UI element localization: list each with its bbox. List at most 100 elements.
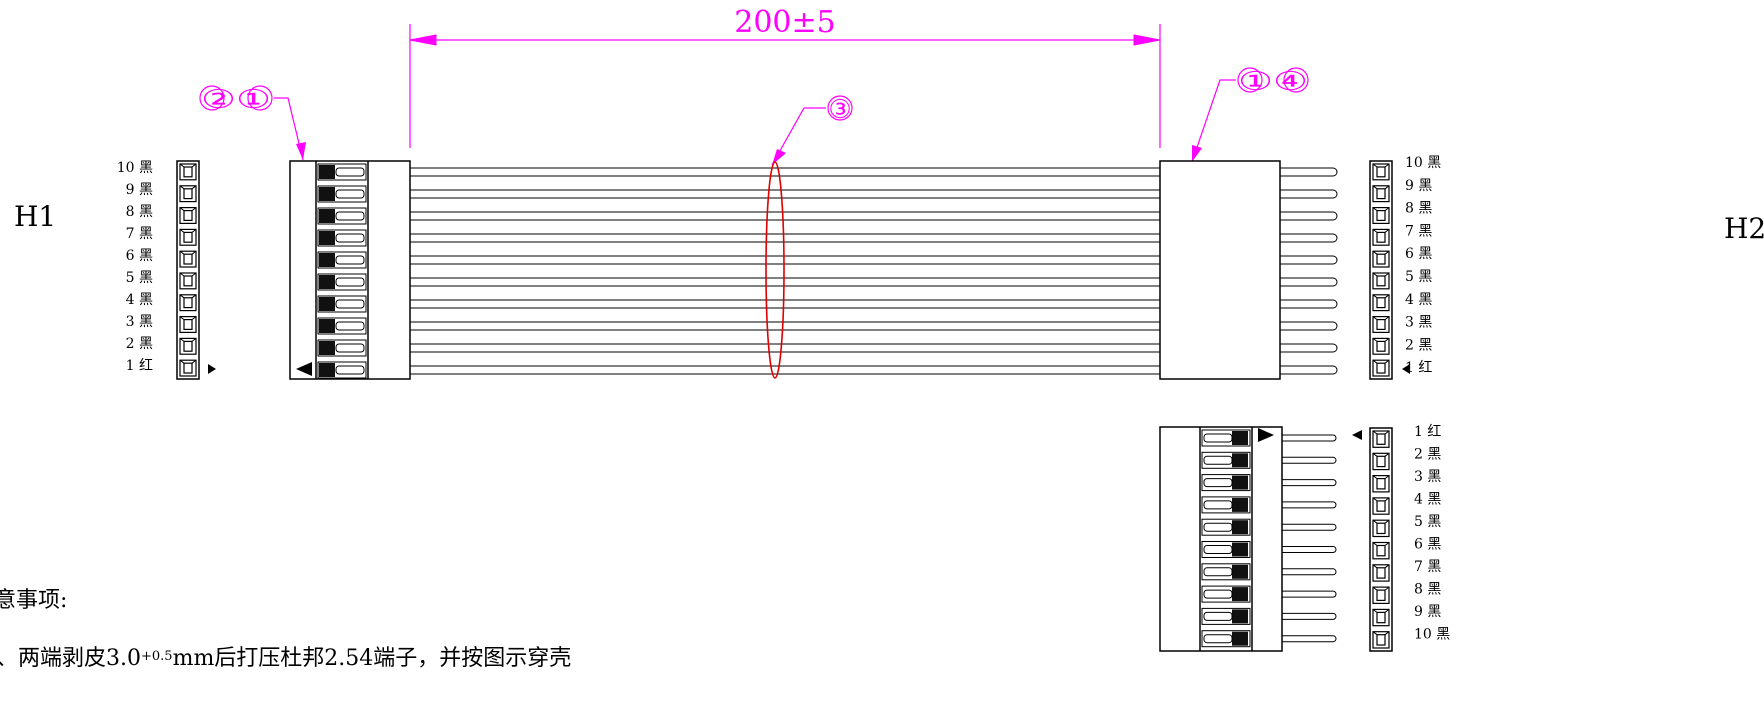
pin — [1282, 501, 1337, 509]
wire — [410, 189, 1160, 199]
square-pin-icon — [179, 163, 197, 181]
wire — [410, 321, 1160, 331]
pin-label: 3 黑 — [1405, 315, 1432, 331]
pin-label: 3 黑 — [126, 314, 153, 330]
pin-label: 7 黑 — [126, 226, 153, 242]
terminal — [1201, 451, 1251, 469]
terminal — [317, 295, 367, 313]
terminal — [317, 273, 367, 291]
pin-label: 3 黑 — [1414, 469, 1441, 485]
pin-label: 2 黑 — [1405, 337, 1432, 353]
terminal — [1201, 429, 1251, 447]
pin — [1280, 211, 1338, 221]
square-pin-icon — [1372, 294, 1390, 312]
pin — [1280, 299, 1338, 309]
h1-pin1-marker-icon — [208, 364, 216, 374]
terminal — [317, 339, 367, 357]
square-pin-icon — [1372, 207, 1390, 225]
pin-label: 4 黑 — [1414, 492, 1441, 508]
square-pin-icon — [1372, 337, 1390, 355]
square-pin-icon — [1372, 228, 1390, 246]
terminal — [317, 207, 367, 225]
h1-pin-header — [176, 160, 200, 380]
pin-label: 2 黑 — [1414, 447, 1441, 463]
pin-label: 9 黑 — [1405, 178, 1432, 194]
pin — [1280, 343, 1338, 353]
detail-pins — [1282, 434, 1337, 643]
pin — [1282, 546, 1337, 553]
pin — [1282, 568, 1337, 576]
terminal — [1201, 630, 1251, 648]
callout-middle-arrowhead — [772, 149, 786, 165]
pin — [1282, 523, 1337, 531]
h2-pin1-marker-icon — [1402, 364, 1410, 374]
square-pin-icon — [1372, 541, 1390, 560]
square-pin-icon — [179, 207, 197, 225]
pin — [1282, 479, 1337, 487]
arrow-left-icon — [409, 34, 437, 46]
square-pin-icon — [1372, 316, 1390, 334]
terminal — [317, 317, 367, 335]
square-pin-icon — [1372, 430, 1390, 448]
pin-label: 4 黑 — [1405, 292, 1432, 308]
connector-h2-label: H2 — [1724, 212, 1764, 245]
pin — [1282, 590, 1337, 598]
square-pin-icon — [1372, 163, 1390, 181]
pin — [1280, 365, 1338, 375]
square-pin-icon — [179, 316, 197, 334]
terminal — [317, 251, 367, 269]
connector-h1-label: H1 — [14, 200, 56, 233]
callout-right-arrowhead — [1192, 145, 1202, 162]
terminal — [317, 163, 367, 181]
notes-line-1: 、两端剥皮3.0+0.5mm后打压杜邦2.54端子，并按图示穿壳 — [0, 646, 571, 671]
terminal — [1201, 474, 1251, 492]
pin-label: 8 黑 — [126, 204, 153, 220]
pin — [1280, 321, 1338, 331]
square-pin-icon — [1372, 452, 1390, 471]
pin-label: 7 黑 — [1405, 223, 1432, 239]
notes-tolerance: +0.5 — [141, 649, 173, 664]
square-pin-icon — [179, 185, 197, 203]
h2-pin-header — [1369, 160, 1393, 380]
terminal — [317, 185, 367, 203]
callout-middle — [771, 95, 853, 166]
callout-right-label: ①④ — [1238, 67, 1308, 97]
pin-label: 2 黑 — [126, 336, 153, 352]
dimension-line — [409, 24, 1161, 148]
terminal — [317, 361, 367, 379]
pin — [1280, 233, 1338, 243]
square-pin-icon — [179, 294, 197, 312]
terminal — [1201, 496, 1251, 514]
square-pin-icon — [1372, 631, 1390, 649]
pin — [1280, 277, 1338, 287]
wire — [410, 255, 1160, 265]
detail-pin1-marker-icon — [1352, 430, 1362, 440]
square-pin-icon — [179, 359, 197, 377]
notes-line-1-start: 、两端剥皮3.0 — [0, 646, 141, 671]
pin-label: 6 黑 — [126, 248, 153, 264]
cable-wires — [410, 167, 1160, 375]
detail-pin-labels: 1 红 2 黑 3 黑 4 黑 5 黑 6 黑 7 黑 8 黑 9 黑 10 黑 — [1414, 424, 1450, 643]
pin-label: 10 黑 — [1414, 627, 1450, 643]
pin-label: 10 黑 — [117, 160, 153, 176]
square-pin-icon — [1372, 519, 1390, 538]
detail-pin-header — [1369, 427, 1393, 652]
pin-label: 9 黑 — [1414, 604, 1441, 620]
detail-housing-pin1-marker-icon — [1258, 428, 1274, 442]
pin-label: 5 黑 — [1414, 514, 1441, 530]
square-pin-icon — [1372, 359, 1390, 377]
notes-heading: 意事项: — [0, 588, 67, 613]
terminal — [1201, 607, 1251, 625]
wire — [410, 211, 1160, 221]
wire — [410, 277, 1160, 287]
square-pin-icon — [1372, 497, 1390, 515]
square-pin-icon — [1372, 250, 1390, 268]
pin-label: 7 黑 — [1414, 559, 1441, 575]
pin — [1280, 189, 1338, 199]
pin — [1282, 635, 1337, 643]
callout-left — [199, 85, 304, 161]
right-pins — [1280, 167, 1338, 375]
square-pin-icon — [179, 272, 197, 290]
square-pin-icon — [1372, 564, 1390, 582]
